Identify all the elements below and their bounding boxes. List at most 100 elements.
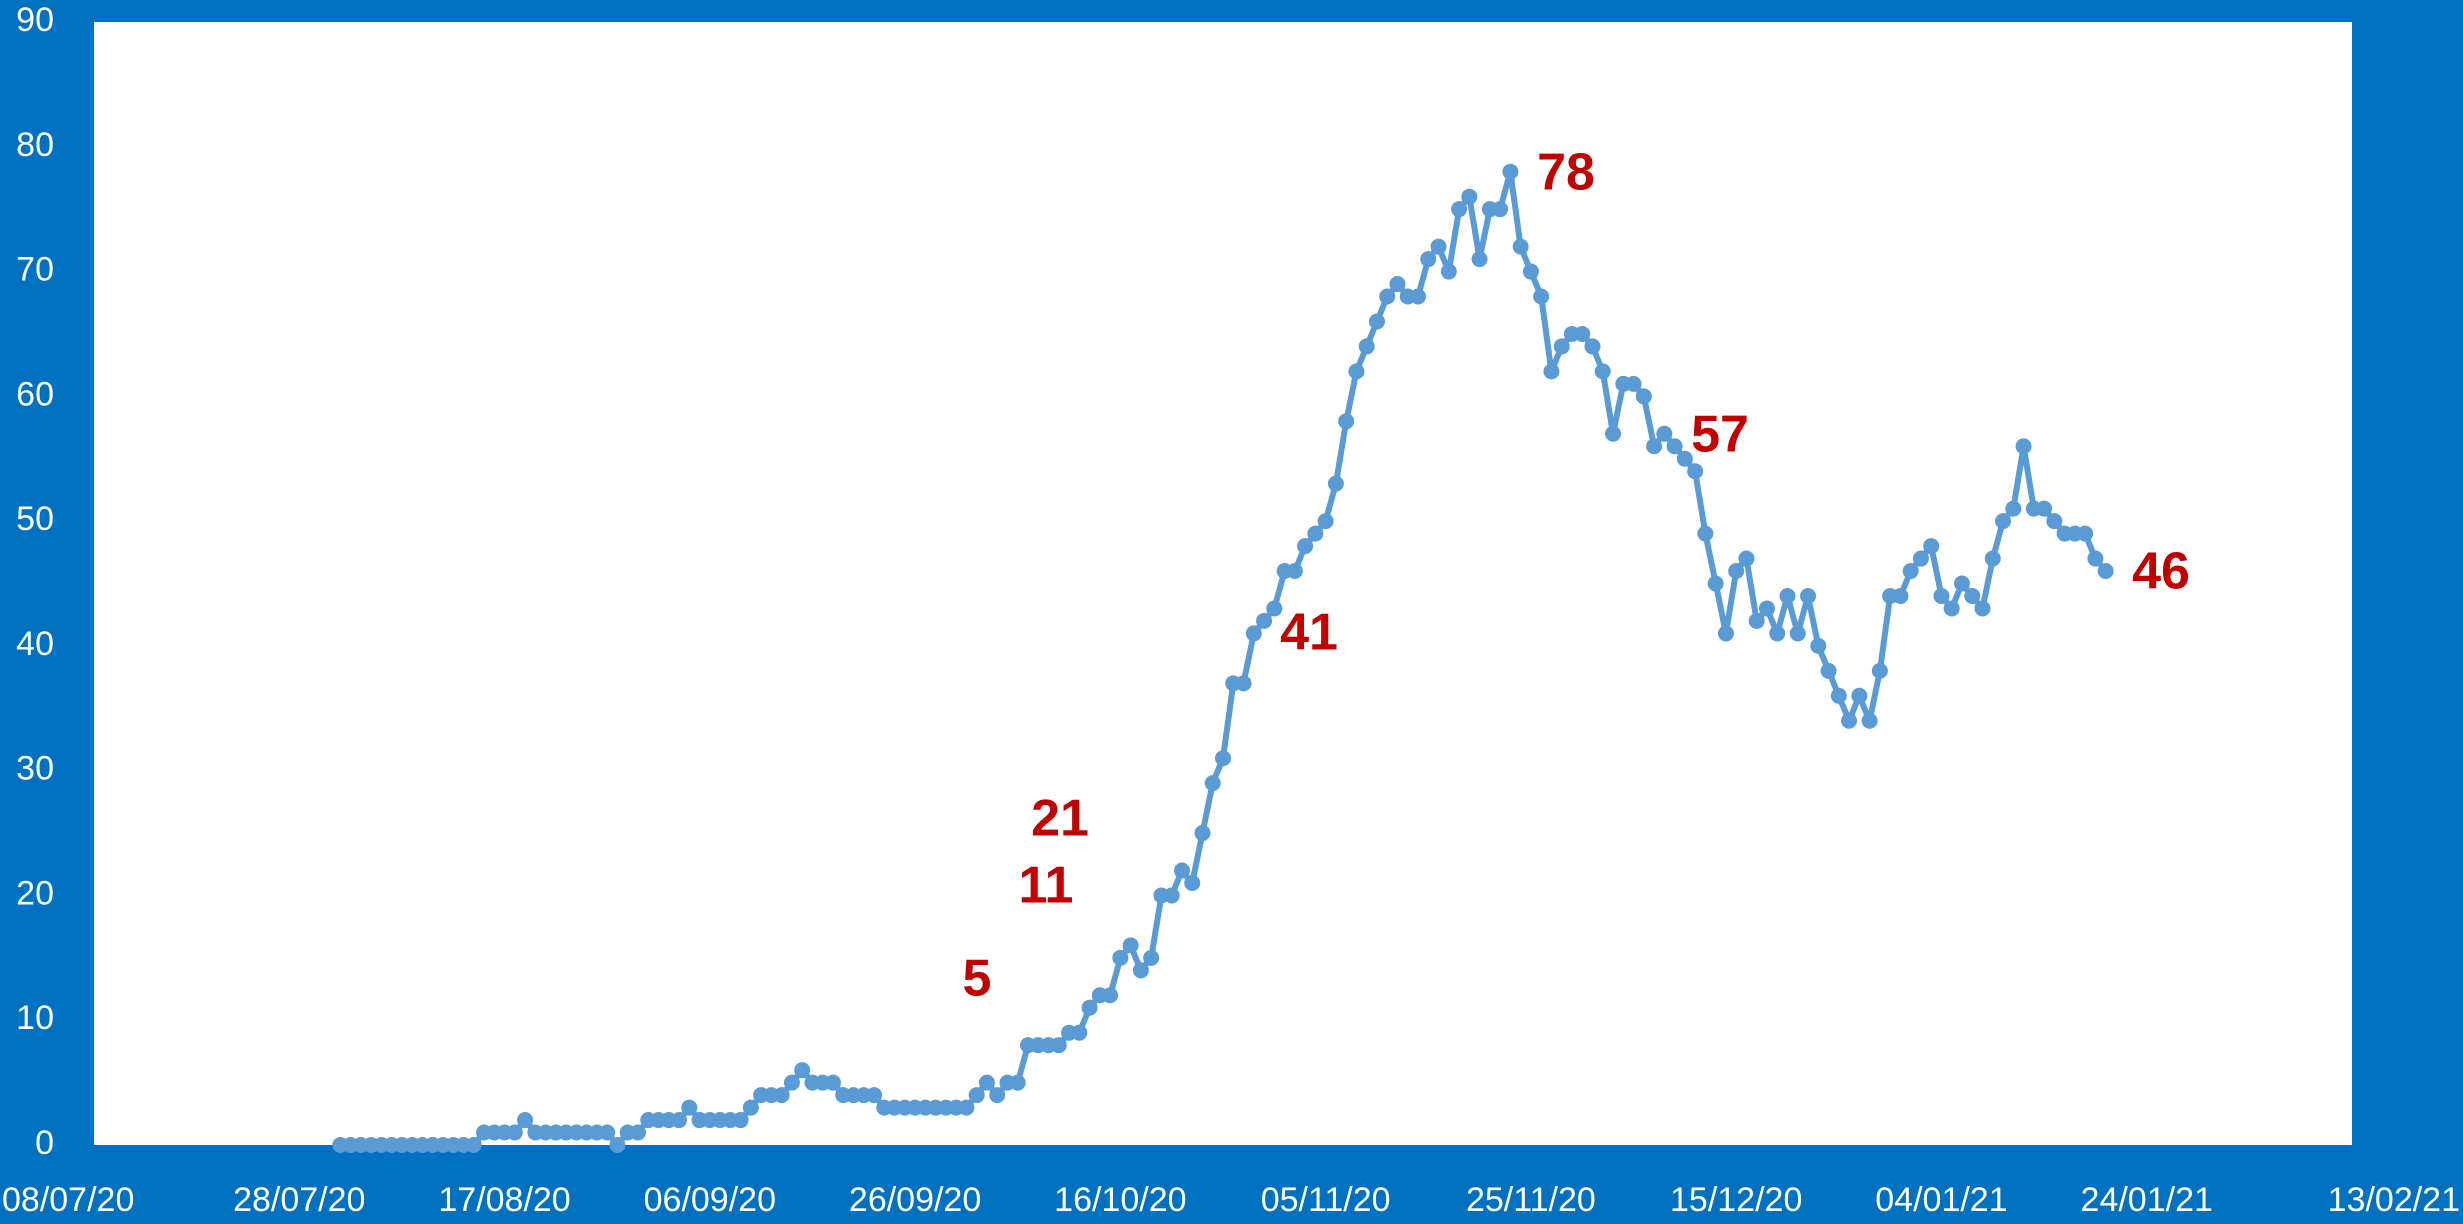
y-tick-label: 10 <box>16 999 54 1037</box>
data-point <box>1143 949 1160 966</box>
data-point <box>1492 201 1509 218</box>
data-point <box>2097 563 2114 580</box>
data-point <box>1687 463 1704 480</box>
data-point <box>1605 425 1622 442</box>
plot-area <box>94 22 2352 1145</box>
data-point <box>1317 513 1334 530</box>
data-point <box>2046 513 2063 530</box>
data-point <box>599 1124 616 1141</box>
y-tick-label: 90 <box>16 1 54 39</box>
data-point <box>1307 525 1324 542</box>
data-point <box>1666 438 1683 455</box>
y-tick-label: 20 <box>16 874 54 912</box>
data-point <box>1266 600 1283 617</box>
data-point <box>742 1099 759 1116</box>
data-point <box>1512 238 1529 255</box>
x-tick-label: 13/02/21 <box>2328 1181 2460 1219</box>
data-point <box>1820 662 1837 679</box>
data-point <box>2005 500 2022 517</box>
data-point <box>1368 313 1385 330</box>
data-point <box>773 1087 790 1104</box>
annotation: 11 <box>1019 857 1074 915</box>
data-point <box>1543 363 1560 380</box>
data-point <box>2036 500 2053 517</box>
data-point <box>1943 600 1960 617</box>
annotation: 78 <box>1537 144 1595 202</box>
data-point <box>1933 587 1950 604</box>
annotation: 5 <box>963 950 992 1008</box>
y-tick-label: 0 <box>35 1124 54 1162</box>
data-point <box>1173 862 1190 879</box>
data-point <box>609 1137 626 1153</box>
data-point <box>1533 288 1550 305</box>
data-point <box>1964 587 1981 604</box>
x-tick-label: 05/11/20 <box>1261 1181 1391 1219</box>
data-point <box>1902 563 1919 580</box>
data-point <box>1728 563 1745 580</box>
data-point <box>1410 288 1427 305</box>
data-point <box>1389 276 1406 293</box>
annotation: 21 <box>1031 790 1089 848</box>
data-point <box>1953 575 1970 592</box>
data-point <box>824 1074 841 1091</box>
data-point <box>1974 600 1991 617</box>
data-point <box>1071 1024 1088 1041</box>
data-point <box>1594 363 1611 380</box>
y-tick-label: 50 <box>16 500 54 538</box>
data-point <box>794 1062 811 1079</box>
data-point <box>1461 188 1478 205</box>
y-tick-label: 60 <box>16 375 54 413</box>
data-point <box>1851 687 1868 704</box>
data-point <box>1574 325 1591 342</box>
data-point <box>1338 413 1355 430</box>
data-point <box>1471 251 1488 268</box>
data-point <box>1656 425 1673 442</box>
data-point <box>1327 475 1344 492</box>
data-point <box>1122 937 1139 954</box>
data-point <box>1892 587 1909 604</box>
data-point <box>1286 563 1303 580</box>
data-point <box>989 1087 1006 1104</box>
data-point <box>1810 637 1827 654</box>
data-point <box>1923 538 1940 555</box>
data-point <box>1009 1074 1026 1091</box>
data-point <box>1769 625 1786 642</box>
x-tick-label: 15/12/20 <box>1670 1181 1802 1219</box>
data-point <box>1102 987 1119 1004</box>
data-point <box>1830 687 1847 704</box>
data-point <box>465 1137 482 1153</box>
data-point <box>968 1087 985 1104</box>
data-point <box>1738 550 1755 567</box>
data-point <box>1235 675 1252 692</box>
data-point <box>629 1124 646 1141</box>
data-point <box>1717 625 1734 642</box>
data-point <box>1871 662 1888 679</box>
data-point <box>1584 338 1601 355</box>
data-point <box>517 1112 534 1129</box>
data-point <box>1358 338 1375 355</box>
data-point <box>732 1112 749 1129</box>
data-point <box>1112 949 1129 966</box>
data-point <box>1440 263 1457 280</box>
data-point <box>958 1099 975 1116</box>
data-point <box>1779 587 1796 604</box>
data-point <box>1697 525 1714 542</box>
x-tick-label: 04/01/21 <box>1875 1181 2007 1219</box>
data-point <box>1184 874 1201 891</box>
y-tick-label: 80 <box>16 126 54 164</box>
data-point <box>1625 375 1642 392</box>
data-point <box>1758 600 1775 617</box>
x-tick-label: 24/01/21 <box>2081 1181 2213 1219</box>
data-point <box>2077 525 2094 542</box>
data-point <box>1984 550 2001 567</box>
data-point <box>1707 575 1724 592</box>
annotation: 46 <box>2132 543 2190 601</box>
data-point <box>1348 363 1365 380</box>
data-point <box>1379 288 1396 305</box>
data-point <box>1430 238 1447 255</box>
data-point <box>1995 513 2012 530</box>
data-point <box>1215 750 1231 767</box>
data-point <box>506 1124 523 1141</box>
data-point <box>1245 625 1262 642</box>
y-tick-label: 70 <box>16 251 54 289</box>
